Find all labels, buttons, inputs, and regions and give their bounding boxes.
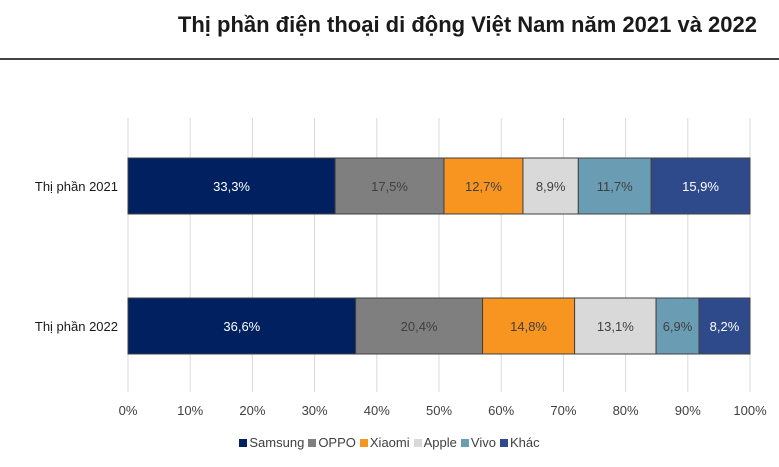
category-label: Thị phần 2021 <box>35 179 118 194</box>
x-tick-label: 90% <box>675 403 701 418</box>
x-tick-labels: 0% 10% 20% 30% 40% 50% 60% 70% 80% 90% 100% <box>119 403 767 418</box>
bar-segment-samsung <box>127 297 357 355</box>
x-tick-label: 80% <box>613 403 639 418</box>
category-labels: Thị phần 2021 Thị phần 2022 <box>35 179 118 334</box>
legend-label: Khác <box>509 435 540 450</box>
data-label: 11,7% <box>597 179 633 194</box>
legend-swatch <box>308 438 317 447</box>
data-label: 17,5% <box>371 179 408 194</box>
legend-swatch <box>460 438 469 447</box>
data-label: 14,8% <box>510 319 547 334</box>
x-tick-label: 50% <box>426 403 452 418</box>
legend-item: Khác <box>499 435 540 450</box>
legend-label: Vivo <box>470 435 496 450</box>
bar-segment-khác <box>698 297 751 355</box>
legend-item: Xiaomi <box>359 435 410 450</box>
data-label: 36,6% <box>223 319 260 334</box>
x-tick-label: 70% <box>550 403 576 418</box>
title-divider <box>0 58 779 60</box>
bars: 33,3% 17,5% 12,7% 8,9% 11,7% 15,9% 36,6% 20,4% 1… <box>127 157 751 355</box>
bar-segment-xiaomi <box>443 157 524 215</box>
legend-label: Xiaomi <box>369 435 410 450</box>
legend-label: OPPO <box>318 435 356 450</box>
legend-item: Samsung <box>239 435 304 450</box>
data-label: 8,2% <box>710 319 740 334</box>
x-tick-label: 40% <box>364 403 390 418</box>
x-tick-label: 0% <box>119 403 138 418</box>
bar-segment-khác <box>650 157 751 215</box>
data-label: 12,7% <box>465 179 502 194</box>
x-tick-label: 30% <box>302 403 328 418</box>
bar-segment-samsung <box>127 157 336 215</box>
data-label: 6,9% <box>663 319 693 334</box>
legend-label: Apple <box>423 435 457 450</box>
bar-segment-oppo <box>334 157 445 215</box>
data-label: 33,3% <box>213 179 250 194</box>
legend-item: Vivo <box>460 435 496 450</box>
legend-label: Samsung <box>249 435 305 450</box>
data-label: 8,9% <box>536 179 566 194</box>
data-label: 13,1% <box>597 319 634 334</box>
x-tick-label: 20% <box>239 403 265 418</box>
bar-segment-xiaomi <box>482 297 576 355</box>
legend-item: OPPO <box>308 435 356 450</box>
chart-title: Thị phần điện thoại di động Việt Nam năm… <box>177 12 757 37</box>
bar-segment-apple <box>574 297 657 355</box>
legend: Samsung OPPO Xiaomi Apple Vivo Khác <box>0 435 779 450</box>
bar-segment-apple <box>522 157 579 215</box>
data-label: 20,4% <box>401 319 438 334</box>
legend-swatch <box>359 438 368 447</box>
legend-swatch <box>413 438 422 447</box>
legend-swatch <box>239 438 248 447</box>
bar-segment-vivo <box>655 297 700 355</box>
x-tick-label: 100% <box>733 403 767 418</box>
bar-segment-oppo <box>355 297 484 355</box>
legend-item: Apple <box>413 435 457 450</box>
legend-swatch <box>499 438 508 447</box>
category-label: Thị phần 2022 <box>35 319 118 334</box>
data-label: 15,9% <box>682 179 719 194</box>
x-tick-label: 60% <box>488 403 514 418</box>
x-tick-label: 10% <box>177 403 203 418</box>
bar-segment-vivo <box>577 157 652 215</box>
